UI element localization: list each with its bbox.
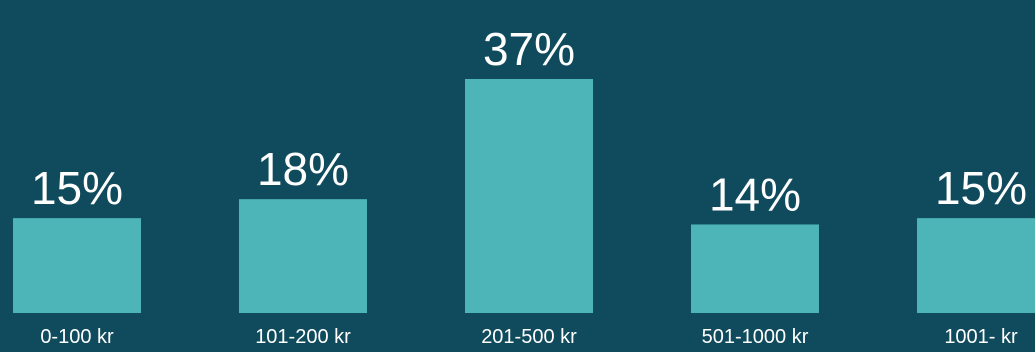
value-label-101-200-kr: 18%: [257, 143, 349, 195]
value-label-201-500-kr: 37%: [483, 23, 575, 75]
value-label-1001-kr: 15%: [935, 162, 1027, 214]
category-label-501-1000-kr: 501-1000 kr: [702, 326, 809, 348]
bar-0-100-kr: [13, 218, 141, 313]
bar-201-500-kr: [465, 79, 593, 313]
category-labels-group: 0-100 kr 101-200 kr 201-500 kr 501-1000 kr 1…: [40, 326, 1018, 348]
bars-group: [13, 79, 1035, 313]
value-label-0-100-kr: 15%: [31, 162, 123, 214]
value-label-501-1000-kr: 14%: [709, 168, 801, 220]
category-label-1001-kr: 1001- kr: [944, 326, 1018, 348]
bar-501-1000-kr: [691, 224, 819, 313]
value-labels-group: 15% 18% 37% 14% 15%: [31, 23, 1027, 220]
category-label-201-500-kr: 201-500 kr: [481, 326, 577, 348]
category-label-0-100-kr: 0-100 kr: [40, 326, 114, 348]
category-label-101-200-kr: 101-200 kr: [255, 326, 351, 348]
bar-101-200-kr: [239, 199, 367, 313]
bar-1001-kr: [917, 218, 1035, 313]
